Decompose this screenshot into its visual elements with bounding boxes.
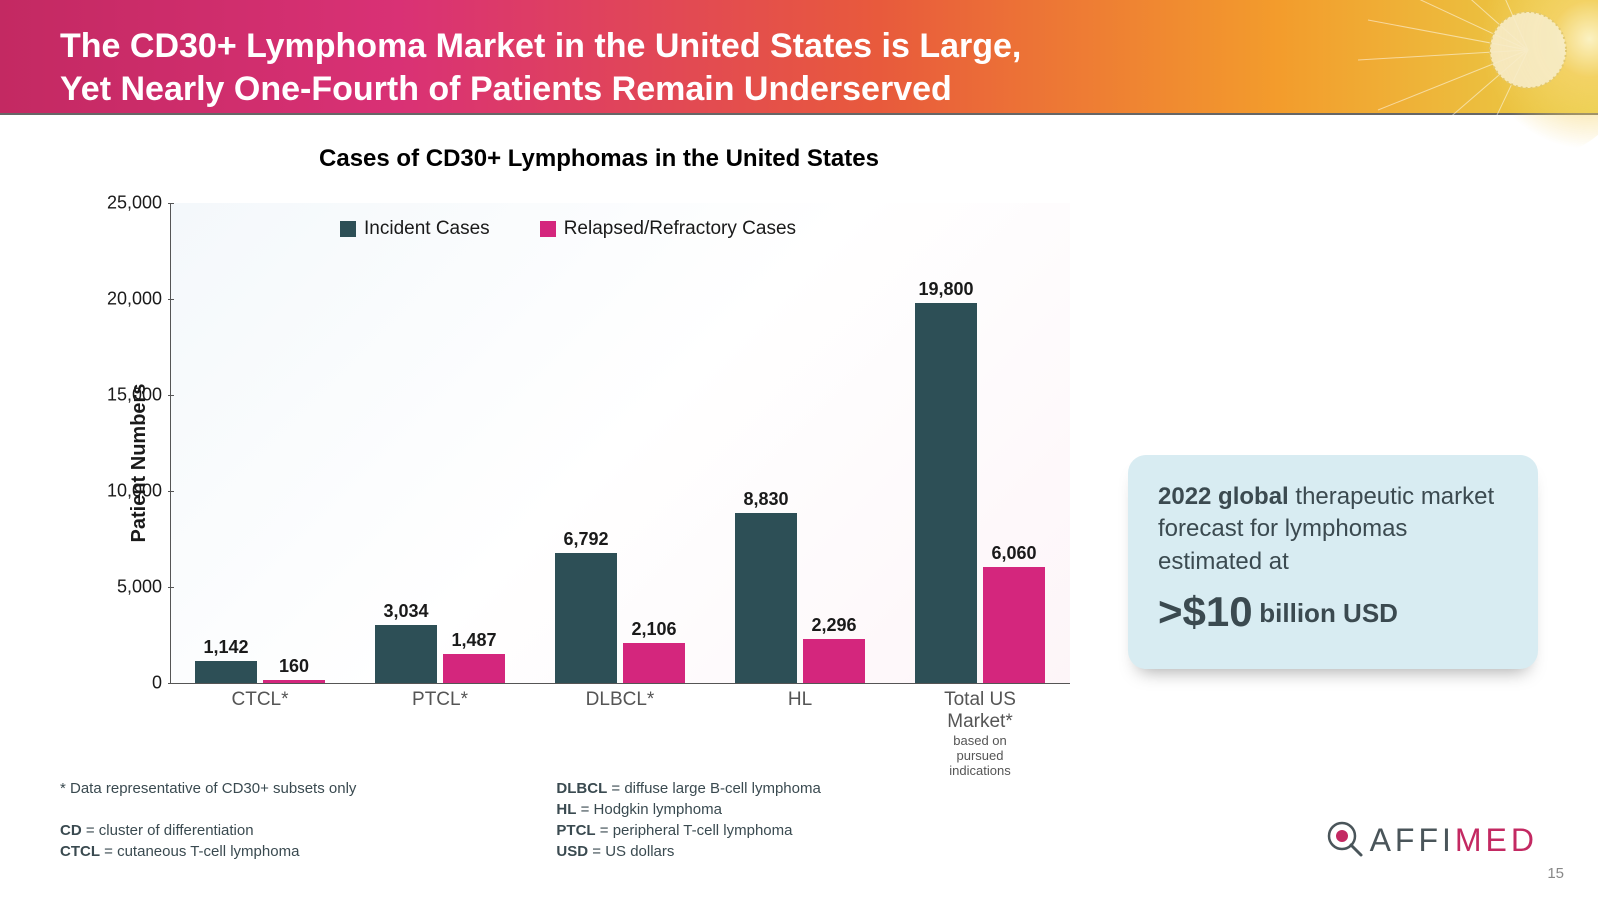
- logo-text-1: AFFI: [1370, 822, 1455, 858]
- bar: 2,296: [803, 639, 865, 683]
- bar-value-label: 19,800: [915, 279, 977, 300]
- callout-bold: 2022 global: [1158, 483, 1289, 510]
- bar: 1,487: [443, 654, 505, 683]
- bar-value-label: 6,060: [983, 543, 1045, 564]
- y-tick-mark: [168, 683, 174, 684]
- bars-container: 1,1421603,0341,4876,7922,1068,8302,29619…: [170, 203, 1070, 683]
- bar: 3,034: [375, 625, 437, 683]
- x-category-label: HL: [788, 689, 812, 711]
- page-number: 15: [1547, 865, 1564, 882]
- logo-mark-icon: [1324, 820, 1364, 860]
- footnote-col-2: DLBCL = diffuse large B-cell lymphomaHL …: [556, 778, 820, 862]
- y-tick-label: 5,000: [117, 577, 162, 598]
- slide-title: The CD30+ Lymphoma Market in the United …: [60, 25, 1598, 110]
- bar-value-label: 3,034: [375, 601, 437, 622]
- bar: 6,060: [983, 567, 1045, 683]
- bar: 19,800: [915, 303, 977, 683]
- y-tick-mark: [168, 587, 174, 588]
- bar-value-label: 8,830: [735, 489, 797, 510]
- x-axis-line: [170, 683, 1070, 684]
- bar-value-label: 2,296: [803, 615, 865, 636]
- y-tick-label: 20,000: [107, 289, 162, 310]
- bar-value-label: 160: [263, 656, 325, 677]
- bar: 2,106: [623, 643, 685, 683]
- y-tick-mark: [168, 299, 174, 300]
- slide-content: Cases of CD30+ Lymphomas in the United S…: [0, 115, 1598, 900]
- y-tick-label: 0: [152, 673, 162, 694]
- slide-header: The CD30+ Lymphoma Market in the United …: [0, 0, 1598, 115]
- logo-text: AFFIMED: [1370, 822, 1538, 859]
- callout-big-unit: billion USD: [1259, 598, 1398, 628]
- y-axis-ticks: 05,00010,00015,00020,00025,000: [50, 203, 170, 683]
- y-tick-label: 10,000: [107, 481, 162, 502]
- market-forecast-callout: 2022 global therapeutic market forecast …: [1128, 455, 1538, 669]
- footnote-col-1: * Data representative of CD30+ subsets o…: [60, 778, 356, 862]
- bar-value-label: 1,487: [443, 630, 505, 651]
- y-tick-mark: [168, 491, 174, 492]
- chart-title: Cases of CD30+ Lymphomas in the United S…: [0, 145, 1548, 173]
- y-tick-label: 25,000: [107, 193, 162, 214]
- bar: 6,792: [555, 553, 617, 683]
- x-category-label: CTCL*: [231, 689, 288, 711]
- company-logo: AFFIMED: [1324, 820, 1538, 860]
- logo-text-2: MED: [1455, 822, 1538, 858]
- x-category-label: PTCL*: [412, 689, 468, 711]
- x-category-label: Total US Market*based on pursued indicat…: [935, 689, 1025, 778]
- bar-value-label: 2,106: [623, 619, 685, 640]
- bar-value-label: 1,142: [195, 637, 257, 658]
- callout-big-value: >$10: [1158, 588, 1253, 635]
- bar: 8,830: [735, 513, 797, 683]
- bar: 1,142: [195, 661, 257, 683]
- x-category-label: DLBCL*: [586, 689, 655, 711]
- y-tick-mark: [168, 395, 174, 396]
- chart-area: Patient Numbers 05,00010,00015,00020,000…: [50, 183, 1070, 743]
- footnotes: * Data representative of CD30+ subsets o…: [60, 778, 821, 862]
- y-tick-mark: [168, 203, 174, 204]
- bar-value-label: 6,792: [555, 529, 617, 550]
- y-tick-label: 15,000: [107, 385, 162, 406]
- title-line-2: Yet Nearly One-Fourth of Patients Remain…: [60, 70, 952, 108]
- title-line-1: The CD30+ Lymphoma Market in the United …: [60, 27, 1021, 65]
- bar: 160: [263, 680, 325, 683]
